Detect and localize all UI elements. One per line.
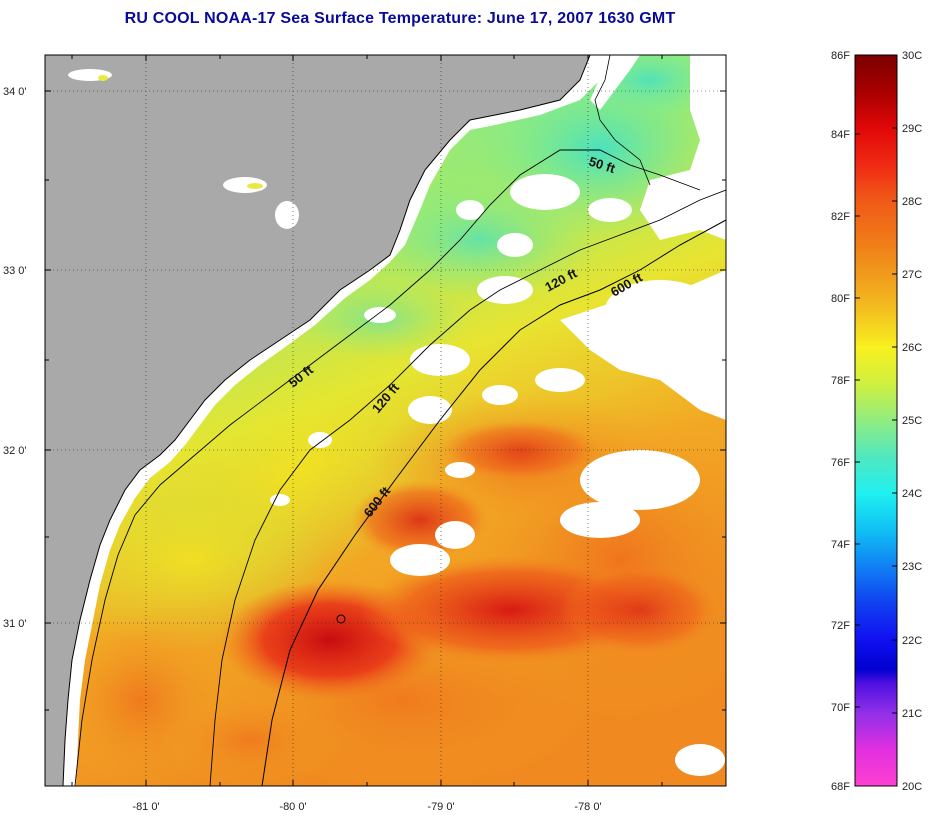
land (45, 55, 590, 786)
gridlines (45, 55, 726, 786)
lat-tick-33: 33 0' (3, 265, 27, 277)
cbar-f-86: 86F (831, 50, 850, 62)
lon-tick-80: -80 0' (279, 801, 306, 813)
cbar-c-26: 26C (902, 342, 922, 354)
cbar-c-29: 29C (902, 123, 922, 135)
cbar-c-27: 27C (902, 269, 922, 281)
cbar-c-30: 30C (902, 50, 922, 62)
cbar-f-76: 76F (831, 457, 850, 469)
cbar-c-21: 21C (902, 708, 922, 720)
cbar-f-68: 68F (831, 781, 850, 793)
cbar-f-82: 82F (831, 211, 850, 223)
map-title: RU COOL NOAA-17 Sea Surface Temperature:… (124, 10, 676, 27)
cbar-c-25: 25C (902, 415, 922, 427)
cbar-f-78: 78F (831, 375, 850, 387)
lon-tick-79: -79 0' (427, 801, 454, 813)
cbar-c-23: 23C (902, 561, 922, 573)
axis-ticks (45, 55, 726, 786)
lat-tick-31: 31 0' (3, 618, 27, 630)
cbar-c-28: 28C (902, 196, 922, 208)
colorbar-ramp (854, 54, 898, 787)
map-frame (44, 54, 727, 787)
cbar-f-80: 80F (831, 293, 850, 305)
contour-50ft (74, 149, 701, 786)
cbar-c-22: 22C (902, 635, 922, 647)
cbar-f-74: 74F (831, 539, 850, 551)
cbar-f-70: 70F (831, 702, 850, 714)
lat-tick-32: 32 0' (3, 445, 27, 457)
cbar-c-24: 24C (902, 488, 922, 500)
cloud-patches (270, 55, 726, 776)
cbar-f-84: 84F (831, 129, 850, 141)
lon-tick-78: -78 0' (574, 801, 601, 813)
cbar-c-20: 20C (902, 781, 922, 793)
lon-tick-81: -81 0' (132, 801, 159, 813)
contour-120ft (209, 189, 726, 786)
cbar-f-72: 72F (831, 620, 850, 632)
map-area: 50 ft 50 ft 120 ft 120 ft 600 ft 600 ft (45, 55, 726, 786)
contour-600ft (261, 219, 726, 786)
lat-tick-34: 34 0' (3, 86, 27, 98)
